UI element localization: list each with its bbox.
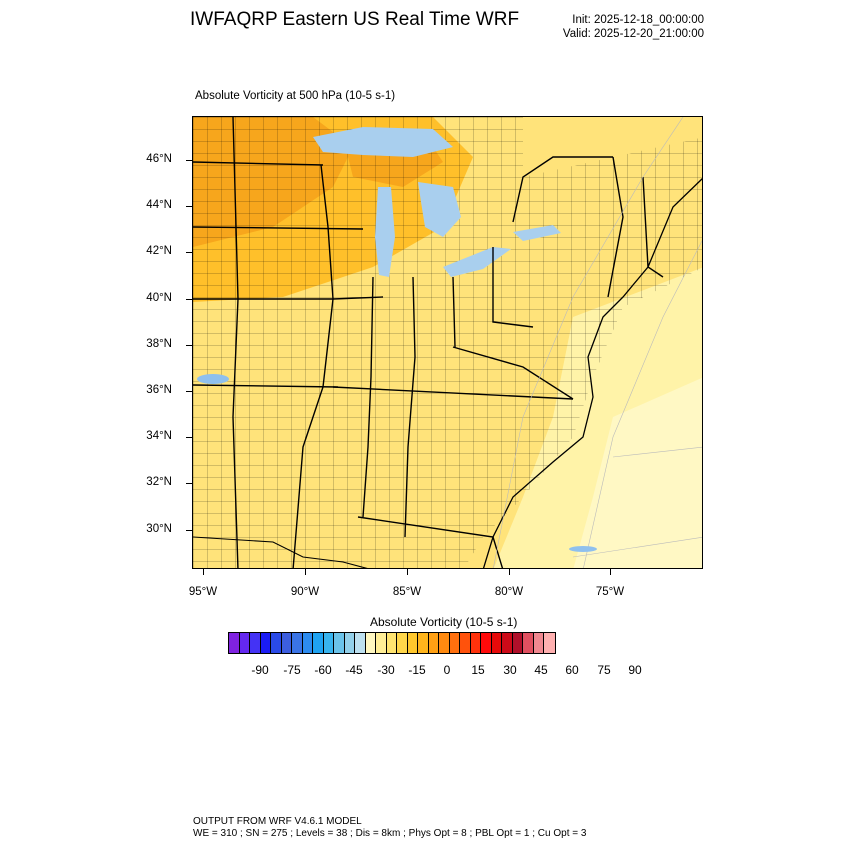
lat-tick	[186, 345, 192, 346]
coastline	[482, 178, 702, 568]
colorbar-cell	[260, 633, 271, 653]
model-version: OUTPUT FROM WRF V4.6.1 MODEL	[193, 816, 362, 827]
lon-label: 80°W	[494, 586, 524, 598]
colorbar-cell	[281, 633, 292, 653]
colorbar-cell	[355, 633, 366, 653]
lon-label: 75°W	[595, 586, 625, 598]
colorbar-cell	[229, 633, 240, 653]
colorbar-label: 60	[565, 663, 579, 677]
map-canvas	[193, 117, 702, 568]
lat-tick	[186, 206, 192, 207]
colorbar-label: -30	[377, 663, 395, 677]
colorbar-label: 90	[628, 663, 642, 677]
lat-label: 38°N	[146, 338, 172, 350]
colorbar-cell	[502, 633, 513, 653]
time-info: Init: 2025-12-18_00:00:00 Valid: 2025-12…	[563, 13, 704, 41]
lat-label: 36°N	[146, 384, 172, 396]
lake-michigan	[375, 187, 395, 277]
colorbar-cell	[250, 633, 261, 653]
colorbar-cell	[449, 633, 460, 653]
colorbar-cell	[460, 633, 471, 653]
lat-label: 42°N	[146, 245, 172, 257]
lake-ontario	[513, 225, 561, 241]
lon-label: 85°W	[392, 586, 422, 598]
lon-tick	[509, 569, 510, 575]
colorbar-cell	[533, 633, 544, 653]
colorbar-cell	[544, 633, 555, 653]
colorbar-title: Absolute Vorticity (10-5 s-1)	[370, 615, 518, 629]
valid-time: Valid: 2025-12-20_21:00:00	[562, 28, 704, 40]
colorbar-label: 0	[443, 663, 451, 677]
lake-huron	[418, 182, 461, 237]
colorbar-label: 30	[503, 663, 517, 677]
model-info-footer: OUTPUT FROM WRF V4.6.1 MODEL WE = 310 ; …	[193, 816, 586, 840]
lat-label: 40°N	[146, 292, 172, 304]
lake-erie	[443, 247, 511, 277]
lat-label: 46°N	[146, 153, 172, 165]
lat-tick	[186, 252, 192, 253]
colorbar-cell	[292, 633, 303, 653]
vorticity-minimum-region	[573, 377, 702, 568]
colorbar-label: 75	[597, 663, 611, 677]
lon-tick	[305, 569, 306, 575]
lat-tick	[186, 160, 192, 161]
init-time: Init: 2025-12-18_00:00:00	[572, 14, 704, 26]
colorbar-label: 15	[471, 663, 485, 677]
lat-lon-grid	[493, 117, 702, 568]
lon-tick	[610, 569, 611, 575]
colorbar-cell	[470, 633, 481, 653]
colorbar-cell	[481, 633, 492, 653]
lat-tick	[186, 483, 192, 484]
colorbar-label: -75	[283, 663, 301, 677]
colorbar-label: -60	[314, 663, 332, 677]
lat-label: 30°N	[146, 523, 172, 535]
lat-tick	[186, 530, 192, 531]
colorbar-cell	[397, 633, 408, 653]
colorbar-cell	[323, 633, 334, 653]
colorbar-cell	[523, 633, 534, 653]
vorticity-map	[192, 116, 703, 569]
gulf-coastline	[193, 536, 368, 568]
colorbar-cell	[302, 633, 313, 653]
colorbar-cell	[428, 633, 439, 653]
colorbar-cell	[334, 633, 345, 653]
colorbar-cell	[418, 633, 429, 653]
lon-label: 90°W	[290, 586, 320, 598]
colorbar-cell	[407, 633, 418, 653]
negative-vorticity-patch	[569, 546, 597, 552]
colorbar-cell	[386, 633, 397, 653]
negative-vorticity-patch	[197, 374, 229, 384]
colorbar-label: -45	[345, 663, 363, 677]
colorbar-label: -15	[408, 663, 426, 677]
lat-label: 34°N	[146, 430, 172, 442]
county-boundaries	[193, 117, 702, 568]
colorbar-cell	[313, 633, 324, 653]
lat-tick	[186, 299, 192, 300]
model-config: WE = 310 ; SN = 275 ; Levels = 38 ; Dis …	[193, 828, 587, 839]
lon-tick	[203, 569, 204, 575]
colorbar-cell	[344, 633, 355, 653]
colorbar-cell	[439, 633, 450, 653]
colorbar-label: 45	[534, 663, 548, 677]
colorbar-cell	[365, 633, 376, 653]
colorbar-label: -90	[251, 663, 269, 677]
state-boundaries	[193, 117, 664, 568]
colorbar-cell	[271, 633, 282, 653]
lon-tick	[407, 569, 408, 575]
lat-label: 32°N	[146, 476, 172, 488]
lat-tick	[186, 391, 192, 392]
lon-label: 95°W	[188, 586, 218, 598]
colorbar-cell	[376, 633, 387, 653]
colorbar-cell	[512, 633, 523, 653]
lat-label: 44°N	[146, 199, 172, 211]
lake-superior	[313, 127, 453, 157]
colorbar	[228, 632, 556, 654]
colorbar-cell	[239, 633, 250, 653]
field-title: Absolute Vorticity at 500 hPa (10-5 s-1)	[195, 90, 396, 102]
colorbar-cell	[491, 633, 502, 653]
plot-title: IWFAQRP Eastern US Real Time WRF	[190, 9, 520, 30]
lat-tick	[186, 437, 192, 438]
